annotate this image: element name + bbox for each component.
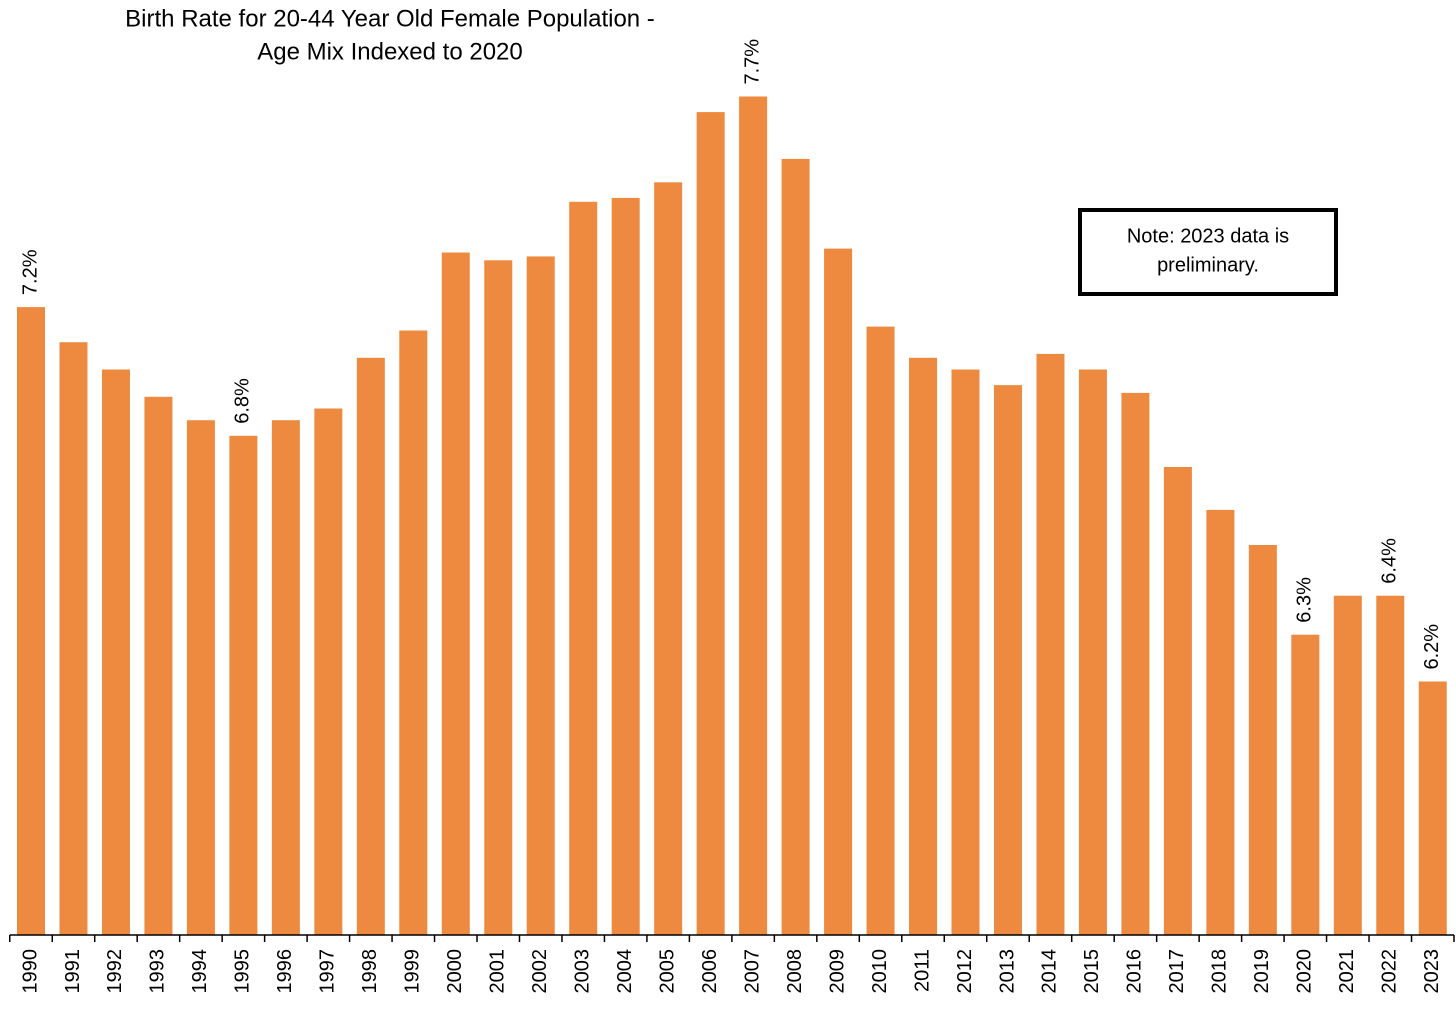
x-tick-label: 2014 bbox=[1039, 949, 1061, 994]
bar bbox=[1333, 595, 1362, 935]
chart-title: Age Mix Indexed to 2020 bbox=[257, 38, 523, 65]
x-tick-label: 2002 bbox=[529, 949, 551, 994]
bar bbox=[696, 112, 725, 936]
bar bbox=[1418, 681, 1447, 935]
note-box bbox=[1078, 208, 1338, 296]
bar bbox=[314, 408, 343, 935]
x-tick-label: 2019 bbox=[1251, 949, 1273, 994]
data-label: 7.2% bbox=[19, 249, 41, 295]
x-tick-label: 2003 bbox=[571, 949, 593, 994]
x-tick-label: 1997 bbox=[317, 949, 339, 994]
x-tick-label: 2011 bbox=[911, 949, 933, 992]
bar bbox=[101, 369, 130, 935]
bar bbox=[1206, 509, 1235, 935]
data-label: 6.8% bbox=[232, 378, 254, 424]
bar bbox=[1291, 634, 1320, 935]
x-tick-label: 1993 bbox=[147, 949, 169, 994]
x-tick-label: 2000 bbox=[444, 949, 466, 994]
bar bbox=[781, 158, 810, 935]
x-tick-label: 2022 bbox=[1379, 949, 1401, 994]
x-tick-label: 2009 bbox=[826, 949, 848, 994]
x-tick-label: 1995 bbox=[232, 949, 254, 994]
x-tick-label: 2018 bbox=[1209, 949, 1231, 994]
bar bbox=[1078, 369, 1107, 935]
bar bbox=[1248, 545, 1277, 935]
x-tick-label: 2021 bbox=[1336, 949, 1358, 994]
bar bbox=[526, 256, 555, 935]
x-tick-label: 1998 bbox=[359, 949, 381, 994]
bar bbox=[1376, 595, 1405, 935]
data-label: 6.2% bbox=[1421, 624, 1443, 670]
chart-title: Birth Rate for 20-44 Year Old Female Pop… bbox=[125, 5, 655, 32]
bar bbox=[356, 357, 385, 935]
x-tick-label: 2020 bbox=[1294, 949, 1316, 994]
bar bbox=[484, 260, 513, 935]
bar bbox=[1121, 392, 1150, 935]
x-tick-label: 1999 bbox=[402, 949, 424, 994]
bar bbox=[271, 420, 300, 935]
x-tick-label: 1991 bbox=[62, 949, 84, 994]
bar bbox=[569, 201, 598, 936]
note-text: preliminary. bbox=[1157, 254, 1259, 276]
bar bbox=[229, 435, 258, 935]
bar bbox=[441, 252, 470, 935]
bar bbox=[1036, 353, 1065, 935]
x-tick-label: 2012 bbox=[954, 949, 976, 994]
bar bbox=[186, 420, 215, 935]
bar bbox=[824, 248, 853, 936]
x-tick-label: 2004 bbox=[614, 949, 636, 994]
bar bbox=[144, 396, 173, 935]
x-tick-label: 2015 bbox=[1081, 949, 1103, 994]
x-tick-label: 2017 bbox=[1166, 949, 1188, 994]
x-tick-label: 2006 bbox=[699, 949, 721, 994]
bar bbox=[909, 357, 938, 935]
bar bbox=[866, 326, 895, 936]
bar bbox=[739, 96, 768, 935]
x-tick-label: 2005 bbox=[656, 949, 678, 994]
x-tick-label: 1990 bbox=[19, 949, 41, 994]
x-tick-label: 2001 bbox=[487, 949, 509, 994]
bar bbox=[993, 385, 1022, 936]
bar bbox=[1163, 467, 1192, 935]
bar bbox=[611, 197, 640, 935]
bar bbox=[951, 369, 980, 935]
bar bbox=[654, 182, 683, 936]
x-tick-label: 1994 bbox=[189, 949, 211, 994]
x-tick-label: 2016 bbox=[1124, 949, 1146, 994]
x-tick-label: 1996 bbox=[274, 949, 296, 994]
x-tick-label: 2010 bbox=[869, 949, 891, 994]
data-label: 7.7% bbox=[741, 39, 763, 85]
bar bbox=[16, 307, 45, 936]
bar bbox=[399, 330, 428, 935]
bar bbox=[59, 342, 88, 935]
data-label: 6.3% bbox=[1294, 577, 1316, 623]
x-tick-label: 2013 bbox=[996, 949, 1018, 994]
x-tick-label: 2008 bbox=[784, 949, 806, 994]
x-tick-label: 1992 bbox=[104, 949, 126, 994]
x-tick-label: 2023 bbox=[1421, 949, 1443, 994]
data-label: 6.4% bbox=[1379, 538, 1401, 584]
x-tick-label: 2007 bbox=[741, 949, 763, 994]
note-text: Note: 2023 data is bbox=[1127, 225, 1289, 247]
